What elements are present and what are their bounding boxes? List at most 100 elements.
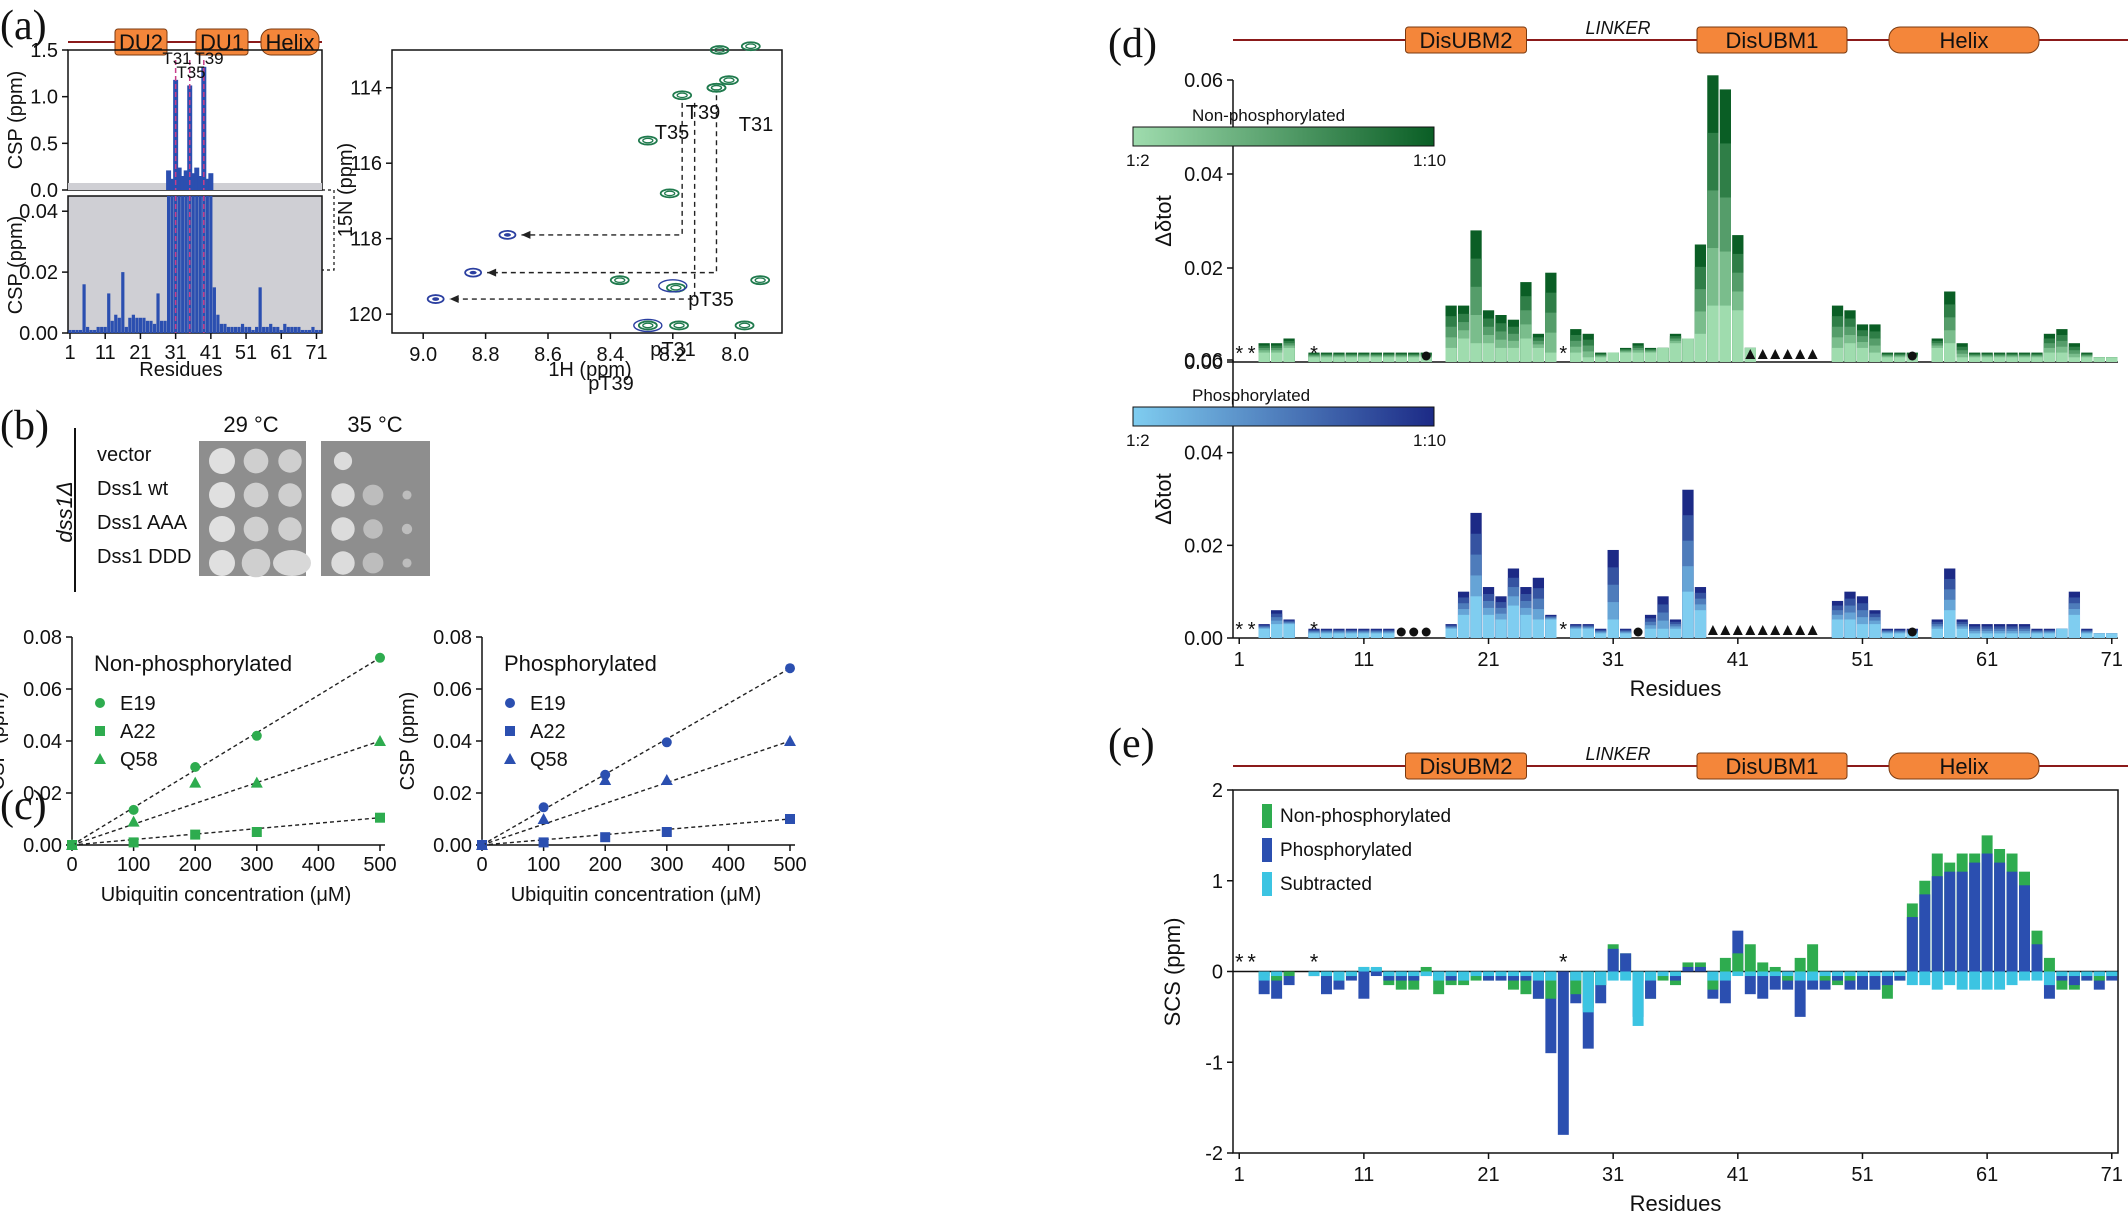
e-bar-nonphos <box>1420 966 1432 972</box>
e-bar-nonphos <box>1757 962 1769 972</box>
d-top-star-marker: * <box>1235 343 1243 365</box>
d-top-bar-seg <box>2006 357 2018 362</box>
c-right-point-A22 <box>785 814 795 824</box>
a-bottom-bar <box>226 326 231 333</box>
b-spot-29 <box>243 516 269 542</box>
d-top-bar-seg <box>1632 352 1644 362</box>
a-bottom-bar <box>318 329 322 333</box>
a-bottom-ytick-label: 0.04 <box>19 201 58 223</box>
e-bar-subtracted <box>1483 971 1495 977</box>
e-bar-subtracted <box>1956 971 1968 990</box>
c-left-point-Q58 <box>189 776 202 788</box>
d-bottom-bar-seg <box>1520 614 1532 638</box>
a-bottom-bar <box>262 326 266 333</box>
a-bottom-bar <box>286 326 290 333</box>
b-spot-35 <box>331 551 355 575</box>
a-top-ylabel: CSP (ppm) <box>5 71 27 170</box>
e-bar-phos <box>1607 948 1619 972</box>
spectrum-peak-green-inner <box>710 84 723 91</box>
d-domain-bar-domain-label-3: Helix <box>1940 28 1989 53</box>
e-bar-subtracted <box>1844 971 1856 977</box>
e-legend-label-0: Non-phosphorylated <box>1280 806 1451 827</box>
a-top-peak-label-T39: T39 <box>194 49 223 68</box>
spectrum-frame <box>391 49 783 334</box>
e-bar-subtracted <box>1981 971 1993 990</box>
d-bottom-bar-seg <box>2093 633 2105 638</box>
e-domain-bar-domain-box-2 <box>1696 752 1848 780</box>
e-bar-phos <box>1856 971 1868 990</box>
b-spot-29 <box>243 482 269 508</box>
spectrum-xtick-label: 8.8 <box>472 344 500 366</box>
c-right-point-Q58 <box>784 735 796 746</box>
d-top-bar-seg <box>1644 352 1657 362</box>
c-right-title: Phosphorylated <box>504 651 657 676</box>
d-bottom-bar-seg <box>1956 628 1968 638</box>
a-bottom-bar <box>159 320 164 333</box>
d-bottom-xtick-label: 61 <box>1976 649 1998 671</box>
e-bar-phos <box>2068 971 2080 986</box>
d-bottom-bar-seg <box>1383 633 1395 638</box>
d-bottom-bar-seg <box>1831 619 1844 638</box>
spectrum-label-T39: T39 <box>686 102 720 124</box>
d-top-bar-seg <box>1732 310 1744 362</box>
a-bottom-bar <box>163 320 167 333</box>
c-left-point-E19 <box>375 652 385 663</box>
d-top-bar-seg <box>1682 338 1694 362</box>
c-right-point-E19 <box>538 802 549 813</box>
d-top-dot-marker <box>1421 351 1431 361</box>
e-bar-subtracted <box>1358 966 1370 972</box>
d-top-bar-seg <box>1270 352 1283 362</box>
d-top-triangle-marker <box>1795 349 1806 359</box>
e-bar-nonphos <box>1744 944 1756 972</box>
c-left-legend-marker-Q58 <box>94 753 106 764</box>
d-bottom-bar-seg <box>2081 633 2093 638</box>
e-bar-subtracted <box>1757 971 1769 977</box>
c-right-legend-label-A22: A22 <box>530 721 566 743</box>
d-top-bar-seg <box>1669 343 1682 362</box>
a-bottom-bar <box>198 196 202 333</box>
e-bar-phos <box>2031 944 2043 972</box>
a-bottom-bar <box>114 314 118 333</box>
spectrum-xtick-label: 8.6 <box>534 344 562 366</box>
c-left-point-A22 <box>128 837 139 848</box>
c-left-legend-marker-E19 <box>95 698 105 708</box>
d-bottom-bar-seg <box>1482 614 1495 638</box>
b-spot-35 <box>362 484 384 506</box>
e-star-marker: * <box>1310 950 1319 975</box>
d-top-bar-seg <box>1545 332 1557 362</box>
c-right-point-A22 <box>538 837 549 848</box>
c-left-fit-Q58 <box>71 740 381 846</box>
e-xlabel: Residues <box>1630 1191 1722 1216</box>
d-bottom-bar-seg <box>1881 633 1894 638</box>
spectrum-ytick-label: 120 <box>349 304 382 326</box>
spectrum-label-pT39: pT39 <box>588 373 634 395</box>
d-top-bar-seg <box>1969 357 1981 362</box>
d-bottom-xtick-label: 71 <box>2101 649 2123 671</box>
panel-label-d: (d) <box>1108 21 1157 67</box>
a-bottom-bar <box>138 317 143 333</box>
spectrum-peak-green-inner <box>664 190 676 197</box>
b-spot-29 <box>241 548 271 578</box>
spectrum-ytick-label: 116 <box>350 153 382 175</box>
e-bar-nonphos <box>1433 971 1445 995</box>
e-bar-phos <box>1321 971 1332 995</box>
d-domain-bar-domain-label-0: DisUBM2 <box>1420 28 1513 53</box>
d-bottom-star-marker: * <box>1310 619 1318 641</box>
d-bottom-bar-seg <box>1270 624 1283 638</box>
d-bottom-dot-marker <box>1421 627 1431 637</box>
spectrum-peak-green-inner <box>754 277 766 284</box>
spectrum-label-T35: T35 <box>655 122 689 144</box>
d-top-bar-seg <box>2068 357 2081 362</box>
d-domain-bar-linker-label: LINKER <box>1585 18 1650 38</box>
d-top-bar-seg <box>2081 357 2093 362</box>
e-bar-subtracted <box>1994 971 2006 990</box>
e-domain-bar-domain-label-0: DisUBM2 <box>1420 754 1513 779</box>
e-bar-phos <box>1906 917 1918 972</box>
e-bar-subtracted <box>1445 971 1457 977</box>
d-top-legend-range-high: 1:10 <box>1413 151 1446 170</box>
spectrum-peak-blue <box>498 229 517 240</box>
e-bar-phos <box>1732 930 1744 972</box>
e-bar-subtracted <box>1607 971 1619 981</box>
d-top-ytick-label: 0.02 <box>1184 258 1223 280</box>
e-bar-phos <box>2019 885 2030 972</box>
